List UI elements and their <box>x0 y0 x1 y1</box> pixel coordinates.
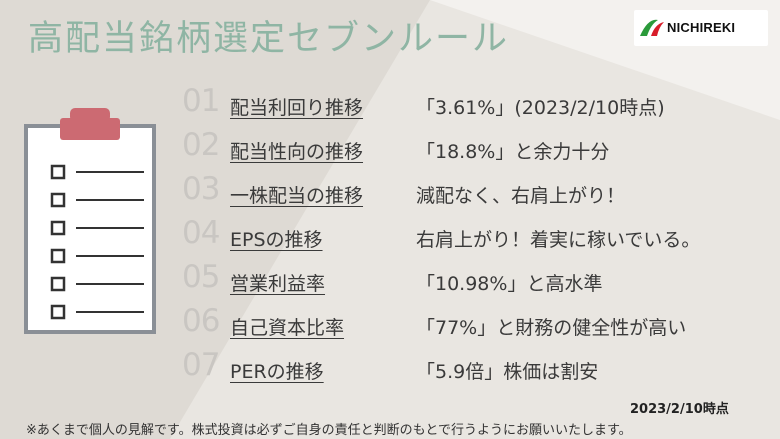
rule-row-03: 03 一株配当の推移 減配なく、右肩上がり！ <box>182 171 772 213</box>
rule-detail: 「5.9倍」株価は割安 <box>416 361 599 383</box>
rule-detail: 「10.98%」と高水準 <box>416 273 603 295</box>
logo-text: NICHIREKI <box>667 20 736 35</box>
rule-row-02: 02 配当性向の推移 「18.8%」と余力十分 <box>182 127 772 169</box>
rule-number: 07 <box>182 347 220 383</box>
rule-name-link[interactable]: 配当利回り推移 <box>230 97 364 119</box>
rule-row-06: 06 自己資本比率 「77%」と財務の健全性が高い <box>182 303 772 345</box>
rule-name-link[interactable]: PERの推移 <box>230 361 324 383</box>
logo-mark-icon <box>640 19 664 36</box>
rule-number: 04 <box>182 215 220 251</box>
rule-name-link[interactable]: 一株配当の推移 <box>230 185 364 207</box>
rule-name-link[interactable]: EPSの推移 <box>230 229 323 251</box>
rule-detail: 減配なく、右肩上がり！ <box>416 185 626 207</box>
rule-row-01: 01 配当利回り推移 「3.61%」(2023/2/10時点) <box>182 83 772 125</box>
rule-number: 06 <box>182 303 220 339</box>
rule-name-link[interactable]: 自己資本比率 <box>230 317 345 339</box>
rule-number: 05 <box>182 259 220 295</box>
as-of-date: 2023/2/10時点 <box>630 402 729 417</box>
rule-detail: 右肩上がり！着実に稼いでいる。 <box>416 229 701 251</box>
rule-number: 02 <box>182 127 220 163</box>
rule-name-link[interactable]: 営業利益率 <box>230 273 326 295</box>
rule-row-07: 07 PERの推移 「5.9倍」株価は割安 <box>182 347 772 389</box>
rule-detail: 「3.61%」(2023/2/10時点) <box>416 97 665 119</box>
rule-row-04: 04 EPSの推移 右肩上がり！着実に稼いでいる。 <box>182 215 772 257</box>
rule-number: 01 <box>182 83 220 119</box>
rule-number: 03 <box>182 171 220 207</box>
disclaimer-note: ※あくまで個人の見解です。株式投資は必ずご自身の責任と判断のもとで行うようにお願… <box>26 423 632 438</box>
rule-detail: 「18.8%」と余力十分 <box>416 141 610 163</box>
page-title: 高配当銘柄選定セブンルール <box>28 19 510 59</box>
rule-detail: 「77%」と財務の健全性が高い <box>416 317 687 339</box>
rule-row-05: 05 営業利益率 「10.98%」と高水準 <box>182 259 772 301</box>
clipboard-checklist-icon <box>24 108 156 334</box>
nichireki-logo: NICHIREKI <box>634 10 768 46</box>
rule-name-link[interactable]: 配当性向の推移 <box>230 141 364 163</box>
